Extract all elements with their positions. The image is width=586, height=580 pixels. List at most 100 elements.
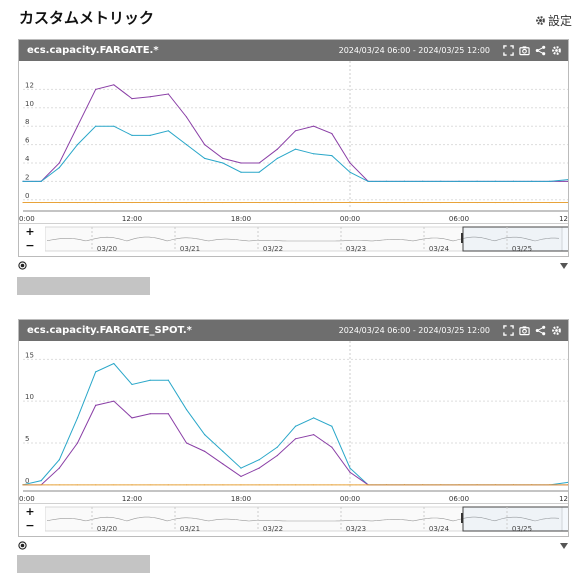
- x-tick-label: 06:00: [449, 215, 469, 223]
- navigator-date-label: 03/24: [429, 245, 450, 253]
- data-point: [549, 201, 551, 204]
- triangle-down-icon[interactable]: [560, 263, 568, 269]
- legend-placeholder: [17, 277, 150, 295]
- data-point: [313, 153, 315, 155]
- data-point: [494, 201, 496, 204]
- data-point: [276, 201, 278, 204]
- data-point: [95, 201, 97, 204]
- data-point: [185, 484, 188, 486]
- data-point: [331, 484, 333, 486]
- gear-icon[interactable]: [551, 325, 562, 336]
- data-point: [258, 467, 260, 469]
- gear-icon[interactable]: [551, 45, 562, 56]
- data-point: [422, 180, 424, 182]
- data-point: [149, 413, 151, 415]
- data-point: [22, 484, 24, 486]
- data-point: [167, 201, 169, 204]
- data-point: [294, 438, 297, 440]
- navigator-handle-left: [461, 233, 463, 243]
- data-point: [403, 180, 406, 182]
- data-point: [385, 180, 387, 182]
- data-point: [240, 201, 242, 204]
- navigator-selection: [462, 506, 568, 532]
- data-point: [222, 157, 224, 159]
- expand-icon[interactable]: [503, 45, 514, 56]
- settings-button[interactable]: 設定: [535, 12, 572, 28]
- data-point: [403, 201, 406, 204]
- data-point: [294, 201, 297, 204]
- data-point: [367, 484, 369, 486]
- radio-selected-icon[interactable]: [18, 261, 27, 270]
- data-point: [76, 201, 79, 204]
- data-point: [349, 471, 351, 473]
- series-line: [23, 125, 568, 182]
- data-point: [422, 201, 424, 204]
- data-point: [95, 371, 97, 373]
- data-point: [567, 178, 568, 181]
- data-point: [240, 475, 242, 478]
- zoom-in-button[interactable]: +: [25, 225, 35, 238]
- data-point: [476, 201, 478, 204]
- data-point: [385, 484, 387, 486]
- data-point: [294, 148, 297, 150]
- data-point: [422, 484, 424, 486]
- navigator-svg[interactable]: 03/20 03/21 03/22 03/23 03/24 03/25: [45, 224, 568, 256]
- data-point: [113, 84, 115, 86]
- data-point: [331, 201, 333, 204]
- navigator-svg[interactable]: 03/20 03/21 03/22 03/23 03/24 03/25: [45, 504, 568, 536]
- data-point: [204, 434, 206, 436]
- data-point: [167, 413, 169, 415]
- navigator-track: [45, 506, 563, 532]
- radio-selected-icon[interactable]: [18, 541, 27, 550]
- data-point: [40, 201, 42, 204]
- data-point: [349, 467, 351, 469]
- data-point: [40, 480, 42, 482]
- data-point: [440, 201, 442, 204]
- share-icon[interactable]: [535, 325, 546, 336]
- data-point: [204, 450, 206, 452]
- data-point: [204, 484, 206, 486]
- data-point: [185, 201, 188, 204]
- data-point: [240, 467, 242, 469]
- navigator-date-label: 03/25: [512, 525, 532, 533]
- expand-icon[interactable]: [503, 325, 514, 336]
- line-chart[interactable]: 0 2 4 6 8 10 12 0:00 12:00 18:00 00:00 06:00 12: [19, 61, 568, 223]
- data-point: [440, 180, 442, 182]
- x-tick-label: 00:00: [340, 215, 360, 223]
- data-point: [76, 442, 79, 444]
- zoom-out-button[interactable]: −: [25, 239, 35, 252]
- data-point: [258, 459, 260, 461]
- x-tick-label: 0:00: [19, 495, 35, 503]
- data-point: [313, 484, 315, 486]
- x-tick-label: 12: [559, 495, 568, 503]
- y-tick-label: 4: [25, 155, 30, 163]
- camera-icon[interactable]: [519, 325, 530, 336]
- zoom-out-button[interactable]: −: [25, 519, 35, 532]
- data-point: [276, 148, 278, 150]
- data-point: [95, 484, 97, 486]
- data-point: [331, 132, 333, 135]
- legend-placeholder: [17, 555, 150, 573]
- data-point: [149, 201, 151, 204]
- y-tick-label: 8: [25, 118, 29, 126]
- data-point: [331, 446, 333, 448]
- navigator-date-label: 03/23: [346, 245, 366, 253]
- camera-icon[interactable]: [519, 45, 530, 56]
- x-tick-label: 12:00: [122, 215, 142, 223]
- triangle-down-icon[interactable]: [560, 543, 568, 549]
- data-point: [549, 180, 551, 182]
- data-point: [113, 362, 115, 365]
- panel-time-range: 2024/03/24 06:00 - 2024/03/25 12:00: [338, 46, 490, 55]
- chart-svg: 0 2 4 6 8 10 12 0:00 12:00 18:00 00:00 06:00 12: [19, 61, 568, 223]
- data-point: [512, 180, 515, 182]
- navigator-date-label: 03/25: [512, 245, 532, 253]
- data-point: [313, 201, 315, 204]
- panel-header: ecs.capacity.FARGATE.* 2024/03/24 06:00 …: [19, 40, 568, 61]
- data-point: [149, 96, 151, 98]
- y-tick-label: 12: [25, 81, 34, 89]
- data-point: [58, 467, 60, 469]
- zoom-in-button[interactable]: +: [25, 505, 35, 518]
- data-point: [167, 130, 169, 132]
- line-chart[interactable]: 0 5 10 15 0:00 12:00 18:00 00:00 06:00 12: [19, 341, 568, 503]
- share-icon[interactable]: [535, 45, 546, 56]
